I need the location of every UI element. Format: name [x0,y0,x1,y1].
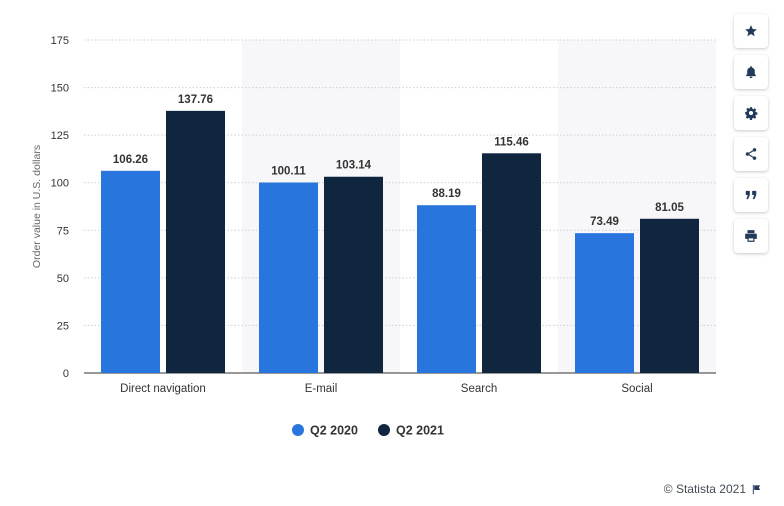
print-button[interactable] [734,219,768,253]
side-toolbar [734,14,768,260]
bar-q2-2020 [417,205,476,373]
data-label: 100.11 [271,166,306,178]
bar-q2-2021 [324,176,383,373]
bar-q2-2020 [259,182,318,373]
statista-credit: © Statista 2021 [664,482,762,496]
legend-marker [292,424,304,436]
share-icon [745,148,757,160]
share-button[interactable] [734,137,768,171]
y-tick-label: 25 [57,320,69,332]
gear-icon [745,107,758,120]
y-tick-label: 0 [63,368,69,380]
bar-q2-2021 [640,218,699,373]
y-tick-label: 175 [51,35,69,47]
legend-label: Q2 2020 [310,424,358,438]
star-icon [745,25,757,37]
x-tick-label: Search [461,383,497,395]
data-label: 73.49 [590,216,619,228]
favorite-button[interactable] [734,14,768,48]
bar-q2-2020 [101,170,160,373]
bar-q2-2021 [166,110,225,373]
y-tick-label: 75 [57,225,69,237]
bar-q2-2021 [482,153,541,373]
print-icon [745,230,757,242]
y-axis-title: Order value in U.S. dollars [31,145,43,268]
quote-icon [745,190,757,200]
data-label: 115.46 [494,136,529,148]
data-label: 137.76 [178,94,213,106]
y-tick-label: 125 [51,130,69,142]
data-label: 103.14 [336,160,372,172]
cite-button[interactable] [734,178,768,212]
y-tick-label: 100 [51,178,69,190]
bar-q2-2020 [575,233,634,373]
flag-icon[interactable] [751,484,762,495]
data-label: 106.26 [113,154,148,166]
data-label: 81.05 [655,202,684,214]
y-tick-label: 50 [57,273,69,285]
y-tick-label: 150 [51,83,69,95]
legend-marker [378,424,390,436]
x-tick-label: Social [621,383,652,395]
notification-button[interactable] [734,55,768,89]
bell-icon [746,66,756,79]
data-label: 88.19 [432,188,461,200]
settings-button[interactable] [734,96,768,130]
x-tick-label: Direct navigation [120,383,206,395]
credit-text: © Statista 2021 [663,482,746,496]
x-tick-label: E-mail [305,383,338,395]
legend-label: Q2 2021 [396,424,444,438]
